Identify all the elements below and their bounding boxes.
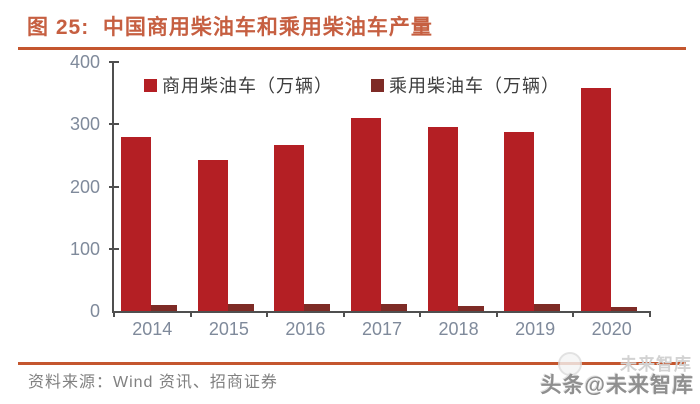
y-axis-tick-label: 300 xyxy=(69,114,100,135)
watermark-text: 头条@未来智库 xyxy=(540,374,694,397)
y-axis-tick-label: 200 xyxy=(69,176,100,197)
x-axis-tick-mark xyxy=(649,311,651,317)
x-axis-tick-mark xyxy=(266,311,269,317)
watermark-logo-icon xyxy=(558,352,582,376)
bar-series1-2020 xyxy=(580,88,611,311)
x-axis-tick-mark xyxy=(495,311,498,317)
x-axis-label-2016: 2016 xyxy=(285,319,326,339)
chart-legend: 商用柴油车（万辆） 乘用柴油车（万辆） xyxy=(144,72,560,98)
watermark-ghost-text: 未来智库 xyxy=(620,355,692,374)
x-axis-label-2015: 2015 xyxy=(208,319,249,339)
bar-series1-2015 xyxy=(197,160,228,311)
figure-title: 图 25: 中国商用柴油车和乘用柴油车产量 xyxy=(27,16,433,39)
y-axis-tick-label: 100 xyxy=(69,238,100,259)
x-axis-tick-mark xyxy=(342,311,345,317)
bar-series2-2020 xyxy=(610,306,637,311)
y-axis-tick-mark xyxy=(109,185,119,188)
bar-series2-2015 xyxy=(227,303,254,311)
bar-series1-2016 xyxy=(274,144,305,311)
title-divider-line xyxy=(18,47,686,50)
x-axis-label-2019: 2019 xyxy=(515,319,556,339)
legend-label: 商用柴油车（万辆） xyxy=(162,76,333,96)
x-axis-tick-mark xyxy=(419,311,422,317)
y-axis-tick-mark xyxy=(109,123,119,126)
chart-plot-area: 商用柴油车（万辆） 乘用柴油车（万辆） 0 100 200 300 400 2014 2015… xyxy=(70,53,651,339)
x-axis-label-2014: 2014 xyxy=(132,319,173,339)
x-axis-tick-mark xyxy=(113,311,115,317)
y-axis-tick-mark xyxy=(109,61,119,63)
x-axis-tick-mark xyxy=(189,311,192,317)
y-axis-tick-label: 400 xyxy=(69,52,100,72)
source-attribution: 资料来源：Wind 资讯、招商证券 xyxy=(28,374,278,391)
x-axis-label-2017: 2017 xyxy=(361,319,402,339)
x-axis-tick-mark xyxy=(572,311,575,317)
x-axis-label-2018: 2018 xyxy=(438,319,479,339)
bar-series1-2019 xyxy=(504,131,535,311)
bar-series1-2017 xyxy=(351,118,381,311)
legend-label: 乘用柴油车（万辆） xyxy=(389,76,560,96)
legend-swatch-icon xyxy=(144,78,157,92)
legend-item-1: 商用柴油车（万辆） xyxy=(144,72,333,98)
y-axis-tick-label: 0 xyxy=(89,301,100,321)
bar-series1-2014 xyxy=(121,136,152,311)
bar-series1-2018 xyxy=(427,126,458,311)
bar-series2-2018 xyxy=(457,306,484,311)
footer-divider-line xyxy=(18,362,686,365)
bar-series2-2016 xyxy=(304,304,331,311)
y-axis-tick-mark xyxy=(109,247,119,250)
legend-swatch-icon xyxy=(371,78,384,92)
bar-series2-2019 xyxy=(534,304,561,311)
legend-item-2: 乘用柴油车（万辆） xyxy=(371,72,560,98)
bar-series2-2014 xyxy=(151,304,178,311)
x-axis-label-2020: 2020 xyxy=(591,319,632,339)
bar-series2-2017 xyxy=(381,303,407,311)
